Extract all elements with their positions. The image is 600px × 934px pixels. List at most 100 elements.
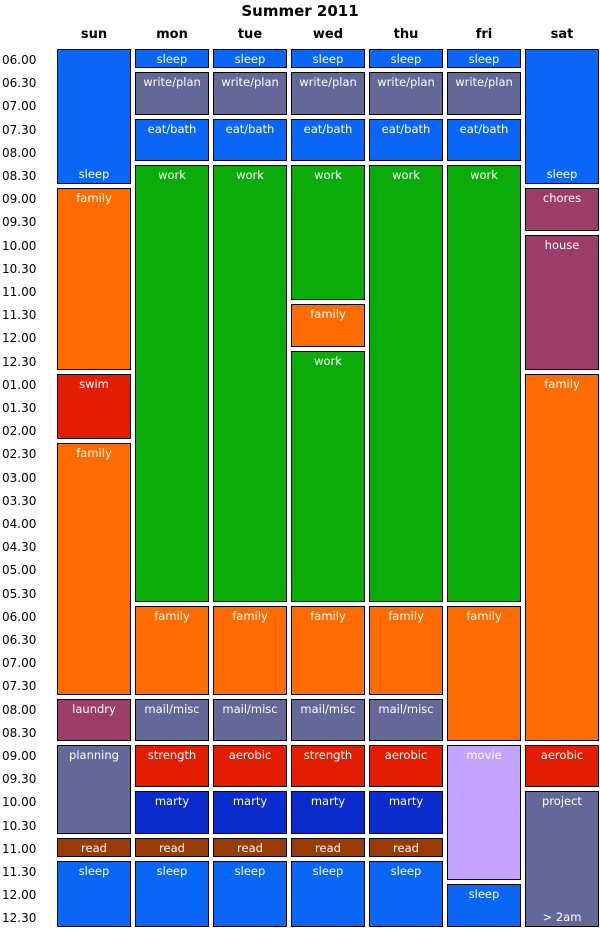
event-label: sleep xyxy=(156,52,188,66)
event-block[interactable]: sleep xyxy=(447,49,521,69)
event-block[interactable]: work xyxy=(291,350,365,602)
event-label: read xyxy=(315,840,341,855)
event-block[interactable]: work xyxy=(369,165,443,602)
event-label: read xyxy=(81,840,107,855)
event-block[interactable]: family xyxy=(369,605,443,695)
event-block[interactable]: family xyxy=(57,188,131,370)
event-block[interactable]: mail/misc xyxy=(213,698,287,741)
event-block[interactable]: sleep xyxy=(291,861,365,927)
event-block[interactable]: project > 2am xyxy=(525,791,599,927)
event-block[interactable]: work xyxy=(447,165,521,602)
time-label: 11.30 xyxy=(2,865,37,879)
event-block[interactable]: sleep xyxy=(57,49,131,185)
event-block[interactable]: read xyxy=(369,837,443,857)
event-block[interactable]: mail/misc xyxy=(369,698,443,741)
event-block[interactable]: house xyxy=(525,234,599,370)
event-block[interactable]: aerobic xyxy=(525,745,599,788)
event-block[interactable]: work xyxy=(213,165,287,602)
event-block[interactable]: marty xyxy=(291,791,365,834)
event-block[interactable]: write/plan xyxy=(447,72,521,115)
event-block[interactable]: read xyxy=(291,837,365,857)
event-block[interactable]: work xyxy=(291,165,365,301)
event-block[interactable]: marty xyxy=(369,791,443,834)
event-label: marty xyxy=(310,794,346,809)
event-block[interactable]: aerobic xyxy=(369,745,443,788)
event-block[interactable]: movie xyxy=(447,745,521,881)
event-block[interactable]: family xyxy=(135,605,209,695)
event-label: house xyxy=(544,237,580,252)
event-block[interactable]: planning xyxy=(57,745,131,834)
time-label: 09.00 xyxy=(2,192,37,207)
event-label: eat/bath xyxy=(225,121,275,136)
event-label: sleep xyxy=(468,887,500,902)
day-header-fri: fri xyxy=(475,27,493,42)
event-label: project xyxy=(542,794,582,809)
time-label: 06.30 xyxy=(2,633,37,647)
event-block[interactable]: aerobic xyxy=(213,745,287,788)
time-label: 11.00 xyxy=(2,841,37,856)
event-block[interactable]: sleep xyxy=(213,861,287,927)
event-block[interactable]: strength xyxy=(291,745,365,788)
event-label: family xyxy=(232,608,268,623)
event-label: mail/misc xyxy=(300,701,356,716)
event-block[interactable]: sleep xyxy=(57,861,131,927)
event-label: marty xyxy=(232,794,268,809)
event-block[interactable]: family xyxy=(291,304,365,347)
event-block[interactable]: strength xyxy=(135,745,209,788)
event-block[interactable]: write/plan xyxy=(213,72,287,115)
calendar-title: Summer 2011 xyxy=(241,2,359,20)
event-block[interactable]: family xyxy=(525,373,599,741)
event-block[interactable]: work xyxy=(135,165,209,602)
event-block[interactable]: sleep xyxy=(291,49,365,69)
time-label: 02.30 xyxy=(2,447,37,462)
event-block[interactable]: read xyxy=(213,837,287,857)
event-block[interactable]: sleep xyxy=(135,861,209,927)
event-block[interactable]: eat/bath xyxy=(291,118,365,161)
event-label: aerobic xyxy=(228,748,272,762)
time-label: 04.00 xyxy=(2,517,37,531)
event-label: sleep xyxy=(78,167,110,182)
event-block[interactable]: eat/bath xyxy=(369,118,443,161)
event-label: sleep xyxy=(312,864,344,878)
event-label: sleep xyxy=(546,167,578,182)
event-block[interactable]: read xyxy=(57,837,131,857)
event-label: work xyxy=(392,168,420,182)
event-block[interactable]: sleep xyxy=(213,49,287,69)
event-block[interactable]: write/plan xyxy=(291,72,365,115)
event-block[interactable]: sleep xyxy=(369,49,443,69)
event-label: eat/bath xyxy=(381,121,431,136)
event-block[interactable]: eat/bath xyxy=(213,118,287,161)
event-block[interactable]: sleep xyxy=(135,49,209,69)
time-label: 12.00 xyxy=(2,331,37,346)
day-header-sun: sun xyxy=(80,27,108,42)
event-block[interactable]: write/plan xyxy=(135,72,209,115)
time-label: 08.30 xyxy=(2,169,37,183)
event-block[interactable]: family xyxy=(213,605,287,695)
event-block[interactable]: read xyxy=(135,837,209,857)
event-label: eat/bath xyxy=(303,121,353,136)
event-block[interactable]: sleep xyxy=(447,884,521,927)
event-block[interactable]: marty xyxy=(213,791,287,834)
event-block[interactable]: mail/misc xyxy=(135,698,209,741)
event-block[interactable]: swim xyxy=(57,373,131,440)
event-block[interactable]: chores xyxy=(525,188,599,231)
event-label: aerobic xyxy=(384,748,428,762)
event-block[interactable]: marty xyxy=(135,791,209,834)
event-label: family xyxy=(466,608,502,623)
event-label: marty xyxy=(388,794,424,809)
event-block[interactable]: eat/bath xyxy=(135,118,209,161)
event-block[interactable]: mail/misc xyxy=(291,698,365,741)
time-label: 12.30 xyxy=(2,354,37,369)
time-label: 05.00 xyxy=(2,563,37,578)
event-block[interactable]: write/plan xyxy=(369,72,443,115)
event-block[interactable]: sleep xyxy=(525,49,599,185)
event-block[interactable]: family xyxy=(447,605,521,741)
day-header-thu: thu xyxy=(393,27,419,42)
event-block[interactable]: family xyxy=(291,605,365,695)
event-block[interactable]: sleep xyxy=(369,861,443,927)
time-label: 03.00 xyxy=(2,470,37,485)
event-block[interactable]: laundry xyxy=(57,698,131,741)
event-block[interactable]: eat/bath xyxy=(447,118,521,161)
event-block[interactable]: family xyxy=(57,443,131,695)
event-label: family xyxy=(310,307,346,322)
